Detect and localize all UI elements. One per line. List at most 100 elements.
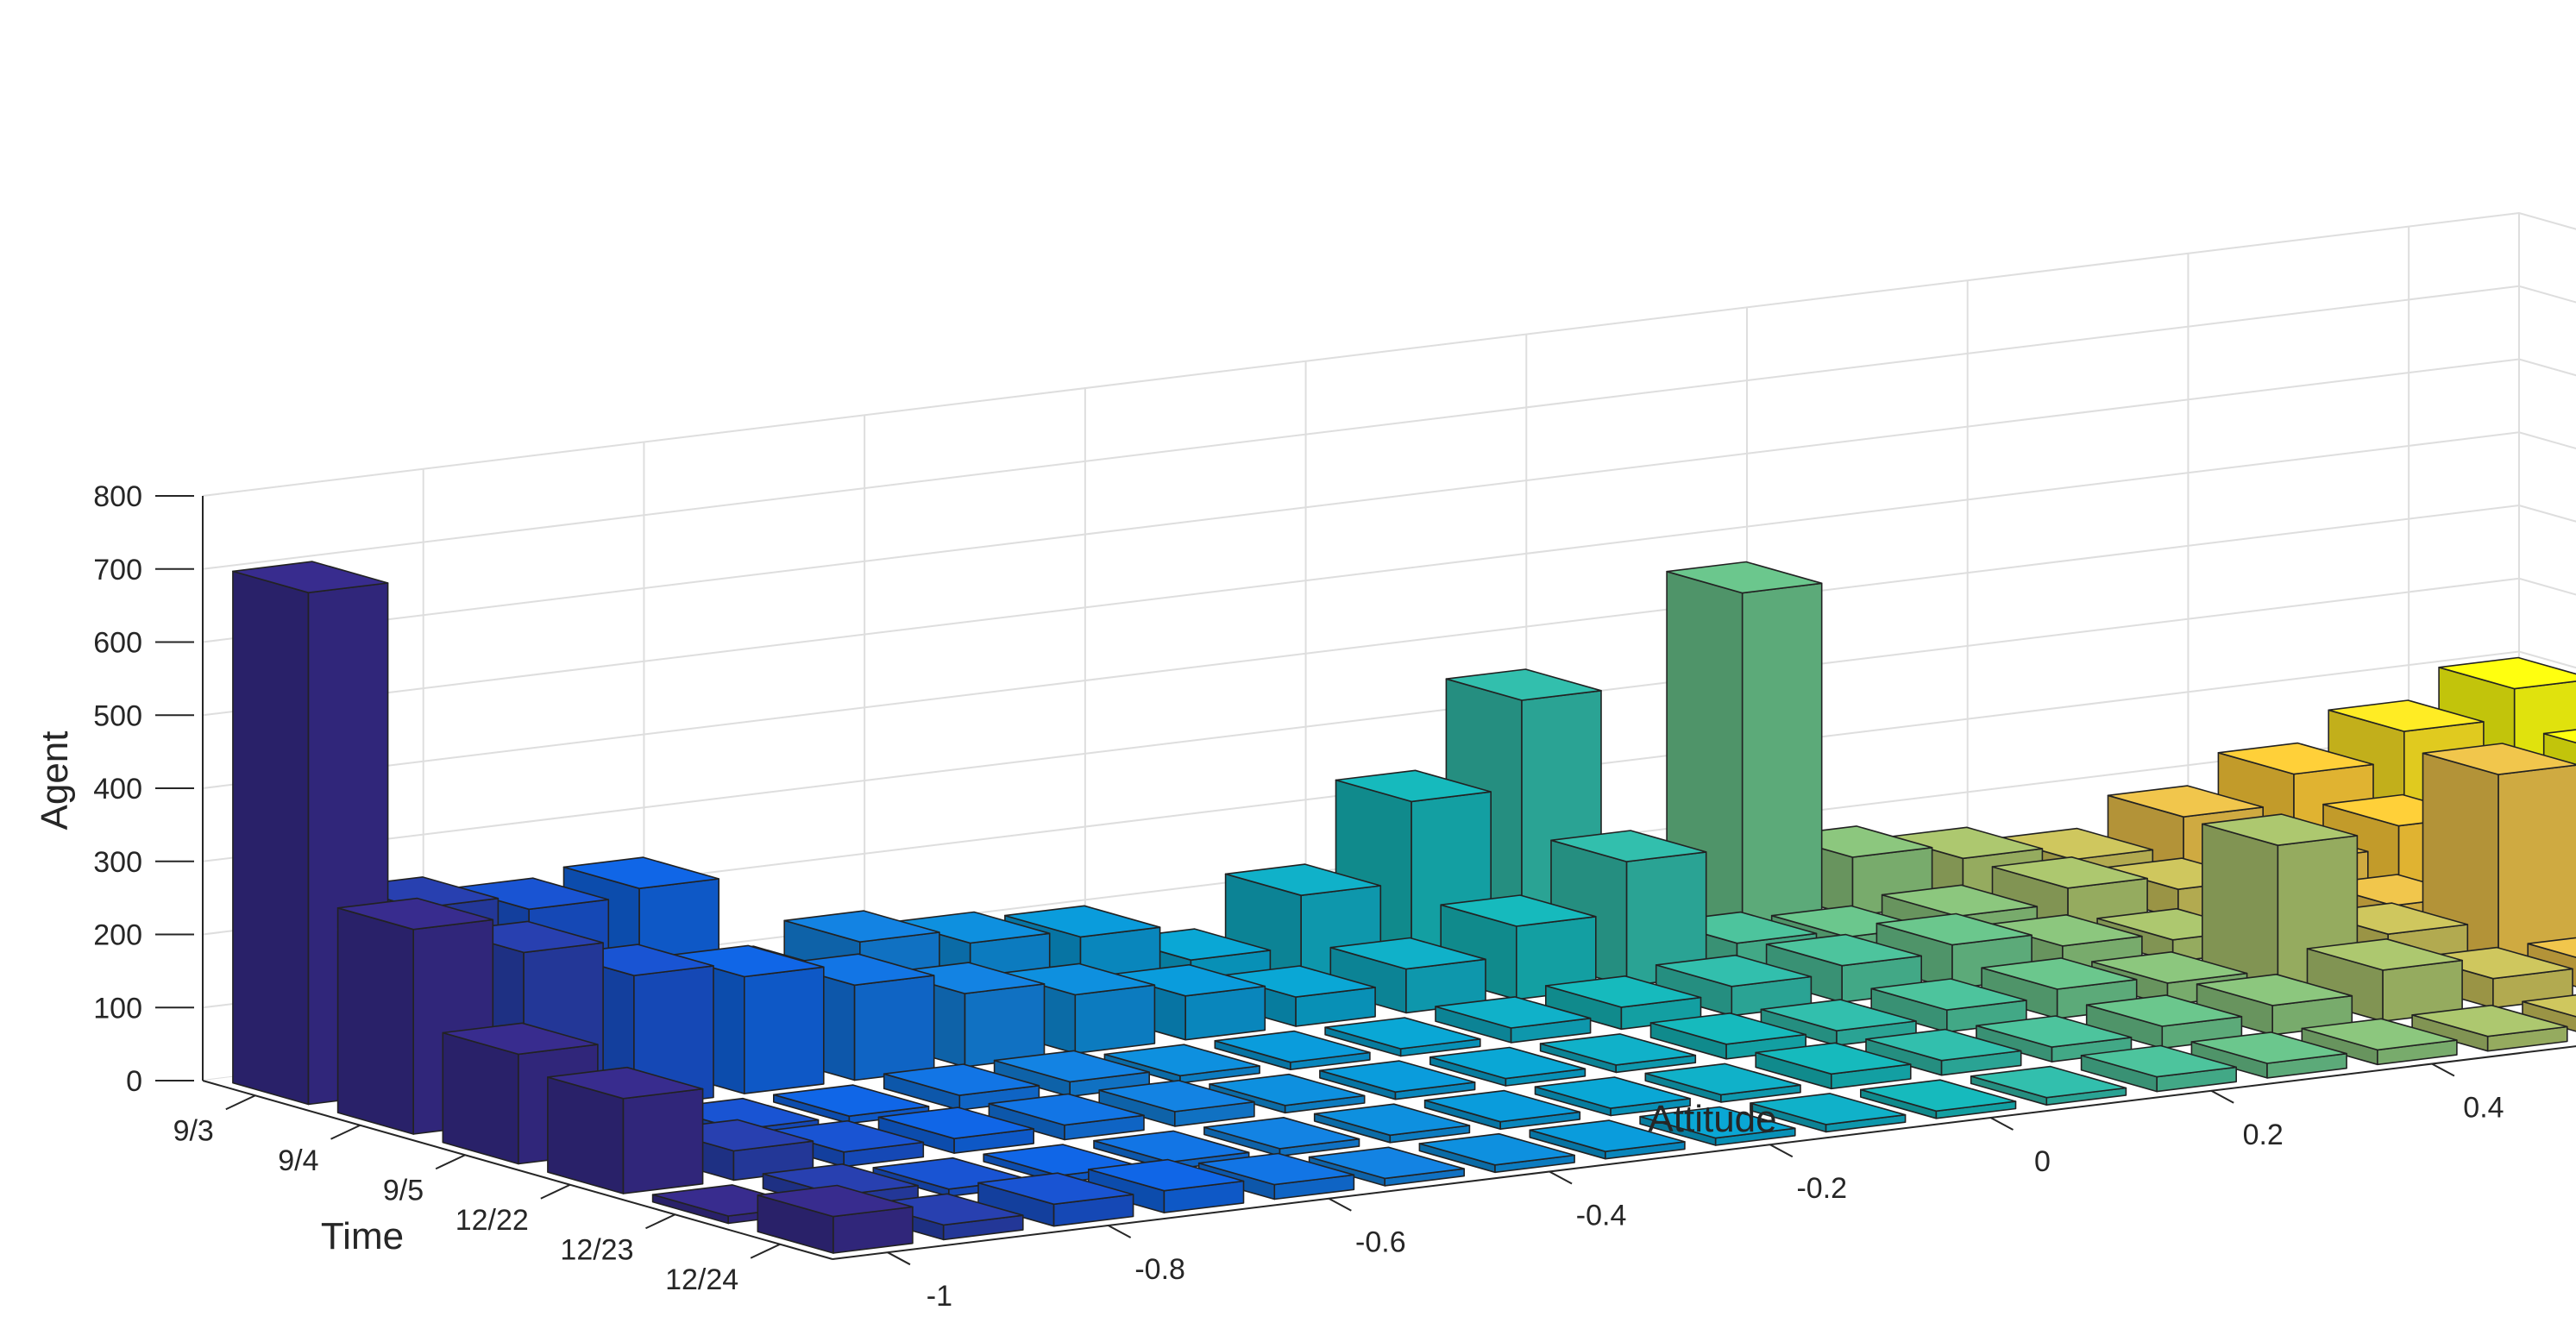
bar-12-22-x0: [547, 1066, 704, 1194]
bar-9-3-x13-front: [1741, 582, 1823, 931]
bar-12-23-x8: [1534, 1076, 1691, 1117]
bar-9-5-x14-top: [1986, 914, 2143, 947]
x-tick-mark-2: [1328, 1197, 1352, 1212]
bar-12-24-x6-top: [1418, 1132, 1575, 1166]
z-tick-label-2: 200: [93, 919, 142, 952]
z-tick-label-0: 0: [126, 1065, 142, 1098]
bar-9-4-x20-top: [2542, 729, 2576, 744]
bar-12-22-x9-top: [1539, 1033, 1697, 1066]
y-axis-line: [202, 1080, 833, 1260]
bar-9-3-x13-top: [1666, 561, 1823, 594]
bar-12-23-x11: [1865, 1028, 2022, 1076]
bar-9-5-x9-top: [1435, 996, 1592, 1029]
y-tick-mark-5: [750, 1243, 781, 1259]
bar-12-22-x4: [988, 1093, 1145, 1141]
bar-9-3-x5-top: [783, 910, 940, 943]
bar-9-3-x3-top: [562, 856, 720, 889]
grid-line-z-4: [202, 504, 2576, 789]
bar-9-5-x5-top: [993, 1050, 1150, 1083]
grid-line-z-6: [202, 358, 2576, 643]
bar-9-5-x11: [1655, 954, 1813, 1017]
bar-9-5-x0-side: [442, 1031, 519, 1165]
bar-9-5-x6: [1103, 1044, 1260, 1084]
z-tick-label-7: 700: [93, 554, 142, 586]
x-tick-label-1: -0.8: [1134, 1253, 1185, 1286]
bar-9-5-x10-top: [1545, 975, 1702, 1008]
bar-9-4-x11: [1550, 830, 1707, 987]
bar-9-4-x5-top: [889, 962, 1046, 994]
bar-9-4-x14-top: [1881, 884, 2039, 918]
bar-12-22-x0-top: [547, 1066, 704, 1100]
bar-12-23-x9: [1644, 1063, 1801, 1103]
bar-12-23-x17-top: [2527, 937, 2576, 958]
bar-9-3-x6-top: [894, 911, 1051, 944]
bar-12-24-x7-top: [1529, 1119, 1686, 1152]
bar-9-4-x11-top: [1550, 830, 1707, 862]
bar-12-22-x5-top: [1098, 1080, 1255, 1113]
bar-12-24-x0: [757, 1184, 914, 1254]
z-tick-label-6: 600: [93, 627, 142, 660]
bar-12-23-x6-top: [1313, 1103, 1471, 1137]
y-tick-label-0: 9/3: [173, 1114, 214, 1147]
bar-9-5-x8-top: [1324, 1017, 1481, 1050]
bar-12-23-x10: [1755, 1042, 1912, 1090]
bar-9-4-x3-top: [668, 944, 825, 978]
y-tick-label-2: 9/5: [383, 1174, 424, 1207]
bar-12-22-x6: [1209, 1073, 1366, 1114]
bar-12-23-x12: [1976, 1015, 2133, 1063]
bar-9-4-x4-front: [853, 975, 935, 1081]
z-tick-label-3: 300: [93, 846, 142, 879]
y-tick-mark-3: [540, 1183, 571, 1200]
x-tick-label-6: 0.2: [2243, 1119, 2284, 1151]
bar-12-22-x5: [1098, 1080, 1255, 1127]
bar-12-23-x12-top: [1976, 1015, 2133, 1048]
bar-12-24-x12: [2080, 1044, 2237, 1093]
z-axis-label: Agent: [34, 731, 76, 831]
bar-12-22-x3-top: [877, 1106, 1034, 1139]
bar-12-22-x8: [1429, 1046, 1586, 1087]
bar-9-4-x15-top: [1991, 856, 2148, 889]
bar-12-24-x1-top: [867, 1193, 1024, 1226]
y-tick-label-4: 12/23: [560, 1233, 633, 1266]
bar-9-5-x13-top: [1875, 912, 2033, 946]
y-axis-label: Time: [321, 1215, 404, 1257]
bar-9-5-x7: [1214, 1030, 1371, 1070]
bar-12-23-x8-top: [1534, 1076, 1691, 1109]
x-tick-mark-4: [1769, 1144, 1794, 1158]
bar-12-22-x12-top: [1870, 978, 2027, 1011]
bar-12-23-x16-top: [2416, 946, 2573, 980]
bar-9-4-x10-top: [1440, 894, 1597, 927]
y-tick-mark-0: [225, 1094, 256, 1111]
x-tick-mark-7: [2431, 1063, 2455, 1077]
bar-12-24-x15: [2411, 1004, 2568, 1052]
bar-12-24-x14: [2301, 1018, 2458, 1066]
bar-9-4-x7-top: [1109, 963, 1266, 997]
bar-12-24-x13: [2190, 1031, 2347, 1079]
bar-layer: [232, 561, 2576, 1254]
bar-12-22-x11: [1760, 999, 1917, 1046]
bar-9-5-x4: [883, 1063, 1040, 1111]
axis-layer: 0 100 200 300 400 500 600 700 800 9/3 9/4 9/5 12/22 1…: [93, 480, 2576, 1313]
z-tick-label-4: 400: [93, 773, 142, 806]
bar-12-22-x3: [877, 1106, 1034, 1154]
bar-12-24-x5-top: [1308, 1146, 1465, 1180]
bar-12-22-x15-top: [2202, 813, 2359, 847]
bar-12-22-x17: [2422, 743, 2576, 966]
bar-12-23-x13-top: [2085, 994, 2243, 1027]
bar-9-3-x15-top: [1887, 826, 2044, 860]
bar-9-4-x6-front: [1074, 984, 1156, 1055]
bar-12-23-x5: [1203, 1117, 1360, 1157]
bar-12-24-x4-top: [1197, 1152, 1355, 1186]
bar-9-3-x2-top: [452, 877, 610, 911]
x-tick-label-7: 0.4: [2463, 1092, 2504, 1125]
bar-12-24-x5: [1308, 1146, 1465, 1187]
bar-12-24-x14-top: [2301, 1018, 2458, 1051]
bar-12-22-x7: [1319, 1060, 1476, 1100]
bar-12-22-x0-front: [622, 1088, 704, 1194]
x-tick-mark-0: [887, 1251, 911, 1266]
bar-12-24-x2-top: [977, 1172, 1134, 1206]
bar-12-22-x9: [1539, 1033, 1697, 1074]
x-tick-mark-3: [1549, 1170, 1573, 1185]
bar-12-22-x2-top: [767, 1119, 925, 1153]
